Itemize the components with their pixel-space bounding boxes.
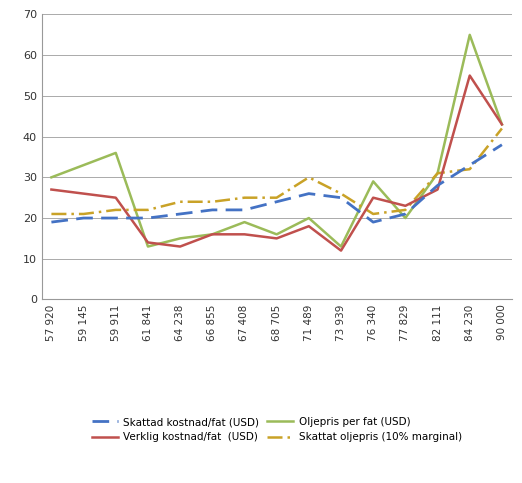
Skattat oljepris (10% marginal) [499,126,505,131]
Verklig kostnad/fat  (USD) [338,248,344,254]
Oljepris per fat (USD) [402,215,409,221]
Line: Oljepris per fat (USD): Oljepris per fat (USD) [51,35,502,246]
Line: Verklig kostnad/fat  (USD): Verklig kostnad/fat (USD) [51,75,502,251]
Verklig kostnad/fat  (USD) [306,223,312,229]
Oljepris per fat (USD) [177,236,183,242]
Skattat oljepris (10% marginal) [402,207,409,213]
Oljepris per fat (USD) [338,243,344,249]
Skattad kostnad/fat (USD) [370,219,376,225]
Verklig kostnad/fat  (USD) [402,203,409,209]
Oljepris per fat (USD) [370,179,376,185]
Verklig kostnad/fat  (USD) [499,122,505,128]
Skattat oljepris (10% marginal) [467,166,473,172]
Skattad kostnad/fat (USD) [177,211,183,217]
Oljepris per fat (USD) [48,174,54,180]
Oljepris per fat (USD) [113,150,119,156]
Verklig kostnad/fat  (USD) [370,195,376,200]
Skattat oljepris (10% marginal) [80,211,87,217]
Oljepris per fat (USD) [209,231,216,237]
Skattat oljepris (10% marginal) [434,170,441,176]
Oljepris per fat (USD) [434,170,441,176]
Oljepris per fat (USD) [241,219,247,225]
Oljepris per fat (USD) [80,162,87,168]
Skattad kostnad/fat (USD) [338,195,344,200]
Verklig kostnad/fat  (USD) [48,186,54,192]
Skattad kostnad/fat (USD) [113,215,119,221]
Oljepris per fat (USD) [306,215,312,221]
Skattat oljepris (10% marginal) [48,211,54,217]
Oljepris per fat (USD) [145,243,151,249]
Skattad kostnad/fat (USD) [48,219,54,225]
Skattad kostnad/fat (USD) [209,207,216,213]
Skattad kostnad/fat (USD) [274,199,280,205]
Skattat oljepris (10% marginal) [274,195,280,200]
Verklig kostnad/fat  (USD) [177,243,183,249]
Verklig kostnad/fat  (USD) [467,72,473,78]
Skattad kostnad/fat (USD) [402,211,409,217]
Verklig kostnad/fat  (USD) [241,231,247,237]
Line: Skattad kostnad/fat (USD): Skattad kostnad/fat (USD) [51,145,502,222]
Verklig kostnad/fat  (USD) [434,186,441,192]
Skattat oljepris (10% marginal) [338,191,344,197]
Skattat oljepris (10% marginal) [145,207,151,213]
Oljepris per fat (USD) [467,32,473,38]
Skattad kostnad/fat (USD) [145,215,151,221]
Skattat oljepris (10% marginal) [177,199,183,205]
Skattad kostnad/fat (USD) [467,162,473,168]
Skattad kostnad/fat (USD) [499,142,505,148]
Skattad kostnad/fat (USD) [434,183,441,188]
Verklig kostnad/fat  (USD) [209,231,216,237]
Verklig kostnad/fat  (USD) [113,195,119,200]
Skattad kostnad/fat (USD) [306,191,312,197]
Skattat oljepris (10% marginal) [370,211,376,217]
Legend: Skattad kostnad/fat (USD), Verklig kostnad/fat  (USD), Oljepris per fat (USD), S: Skattad kostnad/fat (USD), Verklig kostn… [88,413,466,446]
Verklig kostnad/fat  (USD) [274,236,280,242]
Skattat oljepris (10% marginal) [209,199,216,205]
Skattad kostnad/fat (USD) [241,207,247,213]
Skattat oljepris (10% marginal) [113,207,119,213]
Skattat oljepris (10% marginal) [306,174,312,180]
Verklig kostnad/fat  (USD) [145,240,151,245]
Verklig kostnad/fat  (USD) [80,191,87,197]
Oljepris per fat (USD) [499,122,505,128]
Line: Skattat oljepris (10% marginal): Skattat oljepris (10% marginal) [51,128,502,214]
Skattad kostnad/fat (USD) [80,215,87,221]
Skattat oljepris (10% marginal) [241,195,247,200]
Oljepris per fat (USD) [274,231,280,237]
